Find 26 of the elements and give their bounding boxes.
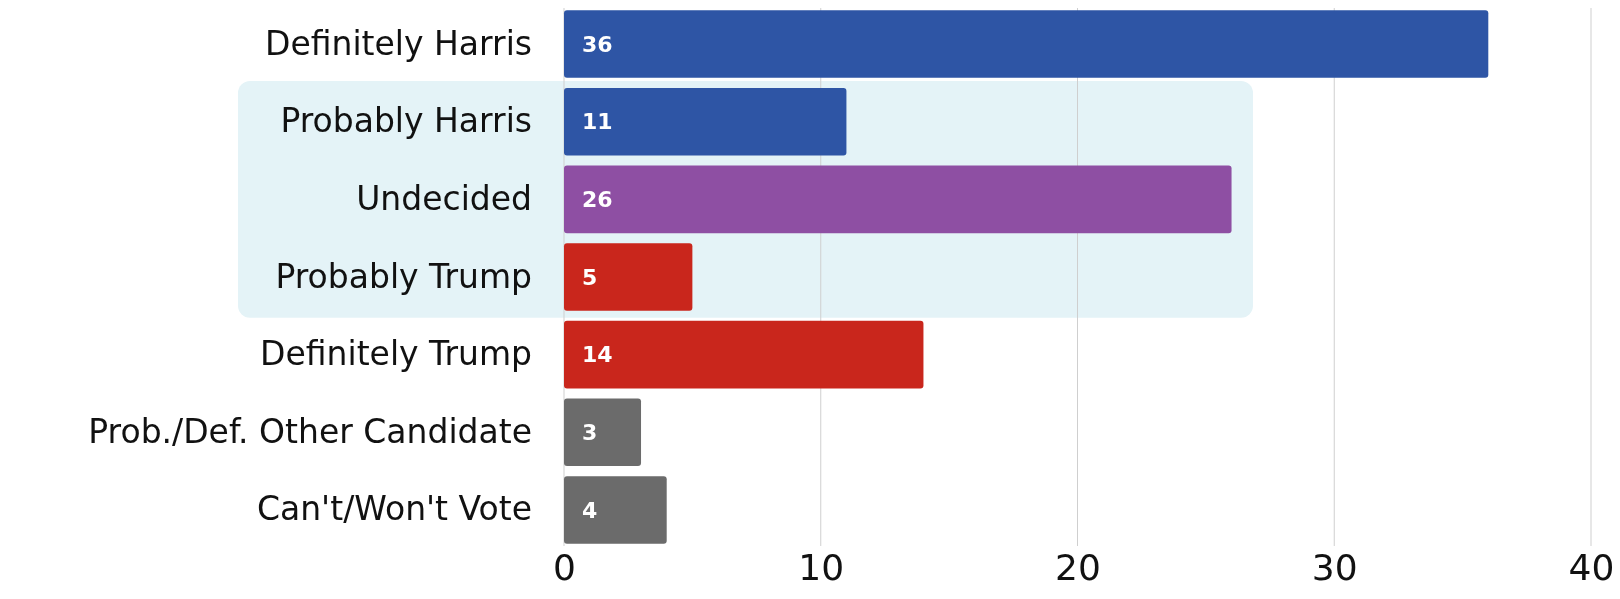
x-tick-label: 10 — [798, 546, 845, 588]
x-tick-label: 30 — [1311, 546, 1358, 588]
bar — [564, 476, 667, 544]
data-label: 36 — [582, 31, 613, 57]
y-tick-label: Can't/Won't Vote — [256, 489, 532, 529]
data-label: 5 — [582, 264, 598, 290]
bar — [564, 398, 642, 467]
y-tick-label: Probably Trump — [275, 256, 532, 296]
x-tick-label: 0 — [553, 546, 576, 588]
data-label: 26 — [582, 187, 613, 213]
data-label: 11 — [582, 109, 613, 135]
bar — [564, 87, 847, 156]
data-label: 4 — [582, 497, 598, 523]
x-tick-label: 20 — [1055, 546, 1101, 588]
data-label: 14 — [582, 342, 613, 368]
bar — [564, 165, 1232, 234]
bar — [564, 10, 1489, 78]
y-tick-label: Prob./Def. Other Candidate — [88, 411, 532, 451]
y-tick-label: Definitely Trump — [260, 334, 532, 374]
x-tick-label: 40 — [1568, 546, 1615, 588]
bar — [564, 243, 693, 311]
bar — [564, 320, 924, 389]
y-tick-label: Probably Harris — [280, 101, 532, 141]
data-label: 3 — [582, 419, 598, 445]
y-tick-label: Undecided — [356, 178, 532, 218]
y-tick-label: Definitely Harris — [265, 23, 532, 63]
